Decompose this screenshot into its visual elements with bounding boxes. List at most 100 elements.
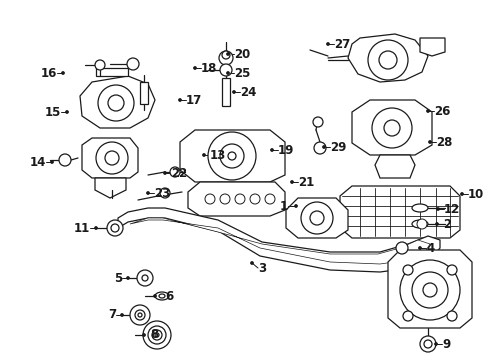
- Text: 29: 29: [329, 140, 346, 153]
- Circle shape: [142, 333, 145, 337]
- Circle shape: [108, 95, 124, 111]
- Circle shape: [130, 305, 150, 325]
- Circle shape: [250, 261, 253, 265]
- Text: 24: 24: [240, 86, 256, 99]
- Text: 12: 12: [443, 202, 459, 216]
- Text: 7: 7: [108, 309, 116, 321]
- Circle shape: [126, 276, 129, 279]
- Circle shape: [98, 85, 134, 121]
- Circle shape: [160, 188, 170, 198]
- Circle shape: [220, 194, 229, 204]
- Circle shape: [434, 342, 437, 346]
- Polygon shape: [180, 130, 285, 182]
- Circle shape: [419, 336, 435, 352]
- Text: 8: 8: [150, 328, 158, 342]
- Text: 17: 17: [185, 94, 202, 107]
- Circle shape: [204, 194, 215, 204]
- Circle shape: [435, 222, 438, 225]
- Circle shape: [399, 260, 459, 320]
- Circle shape: [426, 109, 428, 113]
- Bar: [140, 82, 148, 104]
- Text: 16: 16: [41, 67, 57, 80]
- Circle shape: [235, 194, 244, 204]
- Circle shape: [418, 247, 421, 249]
- Ellipse shape: [411, 204, 427, 212]
- Circle shape: [446, 311, 456, 321]
- Circle shape: [137, 270, 153, 286]
- Circle shape: [61, 72, 64, 75]
- Circle shape: [460, 193, 463, 195]
- Circle shape: [202, 153, 205, 157]
- Polygon shape: [118, 208, 439, 272]
- Circle shape: [142, 321, 171, 349]
- Circle shape: [290, 180, 293, 184]
- Circle shape: [152, 330, 162, 340]
- Circle shape: [402, 265, 412, 275]
- Polygon shape: [95, 178, 126, 198]
- Circle shape: [312, 117, 323, 127]
- Polygon shape: [387, 250, 471, 328]
- Circle shape: [59, 154, 71, 166]
- Circle shape: [142, 275, 148, 281]
- Text: 9: 9: [441, 338, 449, 351]
- Text: 19: 19: [278, 144, 294, 157]
- Text: 21: 21: [297, 176, 314, 189]
- Ellipse shape: [411, 220, 427, 228]
- Circle shape: [153, 294, 156, 297]
- Circle shape: [411, 272, 447, 308]
- Circle shape: [383, 120, 399, 136]
- Circle shape: [105, 151, 119, 165]
- Circle shape: [170, 167, 180, 177]
- Text: 15: 15: [44, 105, 61, 118]
- Circle shape: [371, 108, 411, 148]
- Polygon shape: [82, 138, 138, 178]
- Text: 14: 14: [30, 156, 46, 168]
- Text: 5: 5: [114, 271, 122, 284]
- Circle shape: [313, 142, 325, 154]
- Bar: [222, 78, 229, 106]
- Circle shape: [111, 224, 119, 232]
- Circle shape: [163, 171, 166, 175]
- Polygon shape: [347, 34, 427, 82]
- Circle shape: [226, 72, 229, 75]
- Circle shape: [446, 265, 456, 275]
- Text: 13: 13: [209, 149, 226, 162]
- Circle shape: [207, 132, 256, 180]
- Circle shape: [148, 326, 165, 344]
- Ellipse shape: [159, 294, 164, 298]
- Circle shape: [226, 53, 229, 55]
- Text: 27: 27: [333, 37, 349, 50]
- Text: 6: 6: [164, 289, 173, 302]
- Circle shape: [155, 333, 159, 337]
- Text: 3: 3: [258, 261, 265, 274]
- Polygon shape: [80, 76, 155, 128]
- Circle shape: [178, 99, 181, 102]
- Circle shape: [395, 242, 407, 254]
- Text: 20: 20: [234, 48, 250, 60]
- Text: 4: 4: [425, 242, 433, 255]
- Circle shape: [232, 90, 235, 94]
- Circle shape: [270, 149, 273, 152]
- Circle shape: [94, 226, 97, 230]
- Circle shape: [264, 194, 274, 204]
- Circle shape: [427, 140, 430, 144]
- Circle shape: [378, 51, 396, 69]
- Text: 11: 11: [74, 221, 90, 234]
- Circle shape: [146, 192, 149, 194]
- Circle shape: [249, 194, 260, 204]
- Circle shape: [120, 314, 123, 316]
- Circle shape: [50, 161, 53, 163]
- Circle shape: [222, 51, 229, 59]
- Text: 1: 1: [279, 199, 287, 212]
- Circle shape: [220, 144, 244, 168]
- Text: 18: 18: [201, 62, 217, 75]
- Circle shape: [402, 311, 412, 321]
- Polygon shape: [351, 100, 431, 155]
- Polygon shape: [285, 198, 347, 238]
- Circle shape: [193, 67, 196, 69]
- Circle shape: [301, 202, 332, 234]
- Circle shape: [96, 142, 128, 174]
- Circle shape: [367, 40, 407, 80]
- Circle shape: [65, 111, 68, 113]
- Ellipse shape: [155, 292, 169, 300]
